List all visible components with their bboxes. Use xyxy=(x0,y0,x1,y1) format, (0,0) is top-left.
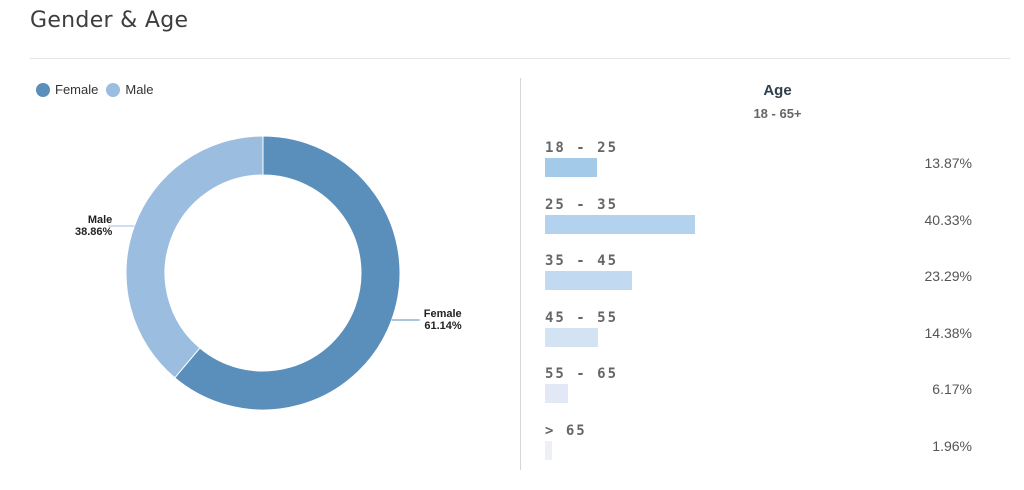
legend-swatch-female xyxy=(36,82,50,97)
age-bar[interactable] xyxy=(545,440,553,460)
age-row: 45 - 55 14.38% xyxy=(545,310,975,350)
age-value-label: 40.33% xyxy=(924,211,972,228)
age-value-label: 23.29% xyxy=(924,268,972,284)
donut-label-male: Male xyxy=(88,214,112,226)
donut-slice-female[interactable] xyxy=(174,135,401,411)
legend-item-female[interactable]: Female xyxy=(36,82,98,97)
age-category-label: 18 - 25 xyxy=(545,140,619,156)
age-bar[interactable] xyxy=(545,214,695,234)
age-category-label: 45 - 55 xyxy=(545,309,619,326)
page-title: Gender & Age xyxy=(30,8,189,33)
age-bar[interactable] xyxy=(545,271,632,290)
age-chart-title: Age xyxy=(763,82,792,99)
panel-divider xyxy=(520,78,521,470)
age-row: 25 - 35 40.33% xyxy=(545,197,975,237)
legend-item-male[interactable]: Male xyxy=(106,82,154,97)
title-divider xyxy=(30,58,1010,59)
age-value-label: 14.38% xyxy=(924,324,972,341)
age-category-label: 55 - 65 xyxy=(545,366,619,382)
donut-slice-male[interactable] xyxy=(125,135,264,379)
donut-value-male: 38.86% xyxy=(75,226,113,238)
age-bar[interactable] xyxy=(545,384,568,403)
age-row: 35 - 45 23.29% xyxy=(545,253,975,293)
age-row: > 65 1.96% xyxy=(545,423,975,463)
age-chart-range: 18 - 65+ xyxy=(753,106,802,121)
donut-value-female: 61.14% xyxy=(424,320,462,332)
legend-label-female: Female xyxy=(55,82,99,97)
age-bar[interactable] xyxy=(545,327,599,347)
donut-label-female: Female xyxy=(424,308,462,320)
age-value-label: 13.87% xyxy=(924,155,972,171)
gender-legend: Female Male xyxy=(36,82,162,97)
age-value-label: 1.96% xyxy=(932,437,972,454)
age-value-label: 6.17% xyxy=(932,381,972,397)
age-bar[interactable] xyxy=(545,158,597,177)
age-row: 18 - 25 13.87% xyxy=(545,140,975,180)
age-category-label: 25 - 35 xyxy=(545,196,619,213)
age-category-label: 35 - 45 xyxy=(545,253,619,269)
legend-label-male: Male xyxy=(125,82,154,97)
age-category-label: > 65 xyxy=(545,422,587,439)
legend-swatch-male xyxy=(106,82,121,97)
age-row: 55 - 65 6.17% xyxy=(545,366,975,406)
